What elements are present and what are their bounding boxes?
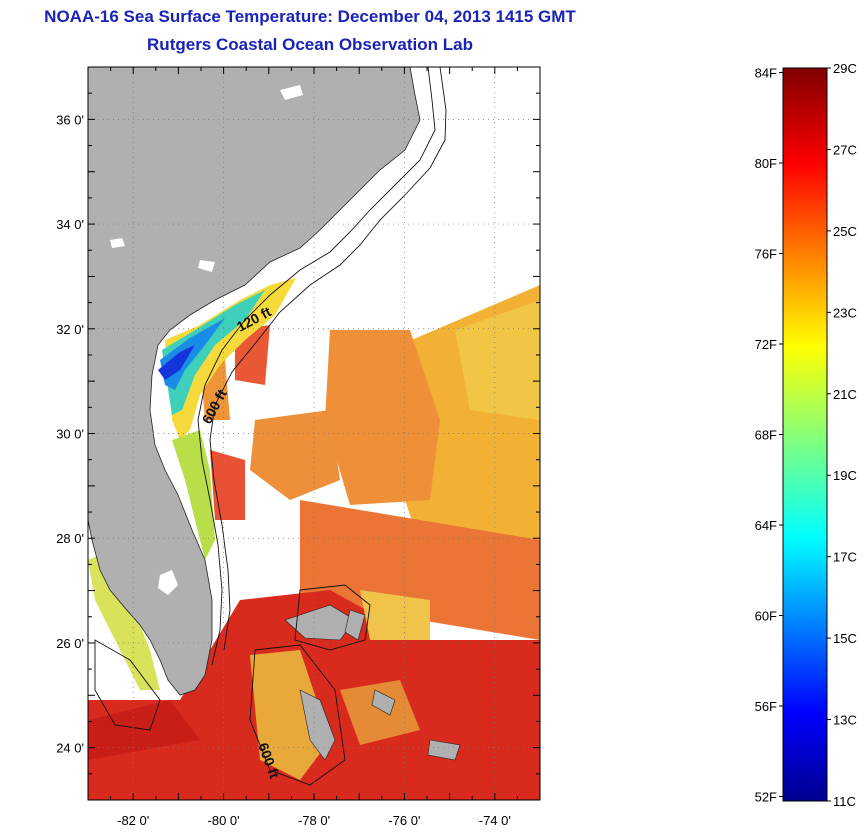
lon-tick-label: -80 0' <box>208 813 240 828</box>
lat-tick-label: 30 0' <box>56 427 84 442</box>
colorbar-c-label: 19C <box>833 468 857 483</box>
bahamas-islands <box>284 604 461 761</box>
lat-tick-label: 36 0' <box>56 112 84 127</box>
colorbar-f-label: 80F <box>755 156 777 171</box>
colorbar-f-label: 76F <box>755 247 777 262</box>
map-subtitle: Rutgers Coastal Ocean Observation Lab <box>147 35 473 54</box>
colorbar-c-label: 21C <box>833 387 857 402</box>
lat-tick-label: 24 0' <box>56 741 84 756</box>
map-grid <box>88 67 540 800</box>
colorbar-f-label: 68F <box>755 428 777 443</box>
land-mass <box>88 67 421 696</box>
sst-southern-field <box>88 590 540 800</box>
latitude-labels: 36 0' 34 0' 32 0' 30 0' 28 0' 26 0' 24 0' <box>56 112 84 755</box>
colorbar-f-label: 72F <box>755 337 777 352</box>
colorbar-f-label: 84F <box>755 66 777 81</box>
colorbar <box>782 67 828 802</box>
lon-tick-label: -82 0' <box>117 813 149 828</box>
colorbar-c-label: 27C <box>833 142 857 157</box>
colorbar-ticks <box>779 67 831 802</box>
inland-lakes <box>110 85 303 595</box>
lon-tick-label: -78 0' <box>298 813 330 828</box>
isobath-contours <box>94 67 447 786</box>
colorbar-c-label: 13C <box>833 713 857 728</box>
colorbar-c-label: 17C <box>833 550 857 565</box>
lat-tick-label: 34 0' <box>56 217 84 232</box>
colorbar-fahrenheit-labels: 84F 80F 76F 72F 68F 64F 60F 56F 52F <box>755 66 777 805</box>
colorbar-c-label: 11C <box>833 794 856 809</box>
lat-tick-label: 32 0' <box>56 322 84 337</box>
longitude-labels: -82 0' -80 0' -78 0' -76 0' -74 0' <box>117 813 511 828</box>
colorbar-f-label: 52F <box>755 789 777 804</box>
lon-tick-label: -74 0' <box>479 813 511 828</box>
colorbar-f-label: 60F <box>755 608 777 623</box>
colorbar-celsius-labels: 29C 27C 25C 23C 21C 19C 17C 15C 13C 11C <box>833 61 857 809</box>
map-axis-ticks <box>87 66 541 801</box>
sst-nearshore-cold-band <box>88 278 296 690</box>
lon-tick-label: -76 0' <box>388 813 420 828</box>
colorbar-c-label: 25C <box>833 224 857 239</box>
lat-tick-label: 26 0' <box>56 636 84 651</box>
lat-tick-label: 28 0' <box>56 531 84 546</box>
colorbar-c-label: 15C <box>833 631 857 646</box>
colorbar-f-label: 64F <box>755 518 777 533</box>
map-title: NOAA-16 Sea Surface Temperature: Decembe… <box>44 7 576 26</box>
colorbar-c-label: 29C <box>833 61 857 76</box>
colorbar-c-label: 23C <box>833 305 857 320</box>
sst-offshore-field <box>200 285 540 640</box>
colorbar-f-label: 56F <box>755 699 777 714</box>
